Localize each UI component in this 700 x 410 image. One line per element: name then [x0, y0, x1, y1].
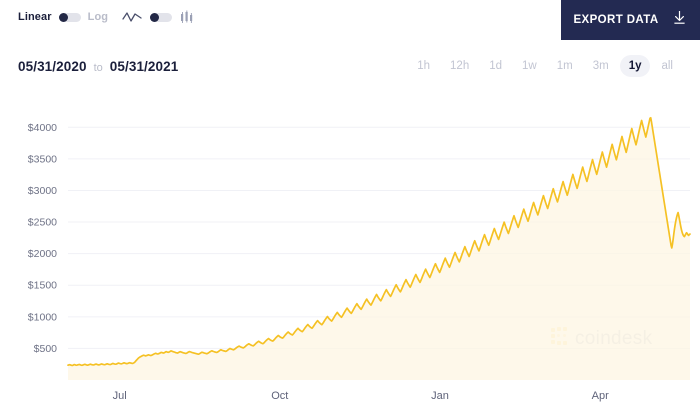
x-axis-tick-label: Jul — [113, 390, 127, 402]
scale-toggle-group[interactable]: Linear Log — [18, 11, 108, 23]
chart-type-toggle[interactable] — [150, 12, 172, 22]
date-range-display[interactable]: 05/31/2020 to 05/31/2021 — [18, 59, 178, 74]
chart-x-axis-labels: Jul Oct Jan Apr — [113, 390, 609, 402]
date-range-row: 05/31/2020 to 05/31/2021 1h 12h 1d 1w 1m… — [0, 55, 700, 85]
y-axis-tick-label: $3500 — [28, 153, 57, 165]
chart-y-axis-labels: $500 $1000 $1500 $2000 $2500 $3000 $3500 $4000 — [28, 122, 57, 355]
chart-type-toggle-knob — [150, 12, 159, 22]
range-option-1y[interactable]: 1y — [619, 55, 651, 77]
range-option-3m[interactable]: 3m — [592, 60, 609, 72]
time-range-selector: 1h 12h 1d 1w 1m 3m 1y all — [408, 55, 682, 77]
export-data-label: EXPORT DATA — [573, 14, 659, 26]
chart-type-toggle-group[interactable] — [122, 10, 196, 24]
y-axis-tick-label: $1500 — [28, 280, 57, 292]
range-option-1d[interactable]: 1d — [489, 60, 503, 72]
date-range-start[interactable]: 05/31/2020 — [18, 59, 87, 74]
y-axis-tick-label: $500 — [34, 343, 58, 355]
date-range-end[interactable]: 05/31/2021 — [109, 59, 179, 74]
x-axis-tick-label: Oct — [271, 390, 288, 402]
chart-line — [67, 116, 691, 367]
date-range-separator: to — [93, 62, 103, 74]
line-chart-icon[interactable] — [122, 11, 142, 23]
range-option-1w[interactable]: 1w — [522, 60, 537, 72]
x-axis-tick-label: Apr — [592, 390, 609, 402]
export-data-button[interactable]: EXPORT DATA — [561, 0, 700, 40]
range-option-all[interactable]: all — [661, 60, 673, 72]
range-option-1m[interactable]: 1m — [556, 60, 573, 72]
price-chart: $500 $1000 $1500 $2000 $2500 $3000 $3500 $4000 … — [0, 92, 700, 410]
scale-toggle[interactable] — [58, 12, 81, 22]
range-option-12h[interactable]: 12h — [450, 60, 470, 72]
price-chart-svg[interactable]: $500$1000$1500$2000$2500$3000$3500$4000 … — [0, 92, 700, 410]
chart-area-fill — [68, 117, 690, 381]
scale-log-label[interactable]: Log — [87, 11, 109, 23]
chart-toolbar: Linear Log EXPORT DATA — [0, 0, 700, 40]
scale-linear-label[interactable]: Linear — [18, 11, 52, 23]
download-icon — [671, 9, 688, 31]
bar-chart-icon[interactable] — [180, 10, 196, 24]
y-axis-tick-label: $3000 — [28, 185, 57, 197]
y-axis-tick-label: $4000 — [28, 122, 57, 134]
scale-toggle-knob — [58, 12, 68, 22]
y-axis-tick-label: $2000 — [28, 248, 57, 260]
y-axis-tick-label: $2500 — [28, 217, 57, 229]
x-axis-tick-label: Jan — [431, 390, 449, 402]
y-axis-tick-label: $1000 — [28, 311, 57, 323]
range-option-1h[interactable]: 1h — [417, 60, 431, 72]
